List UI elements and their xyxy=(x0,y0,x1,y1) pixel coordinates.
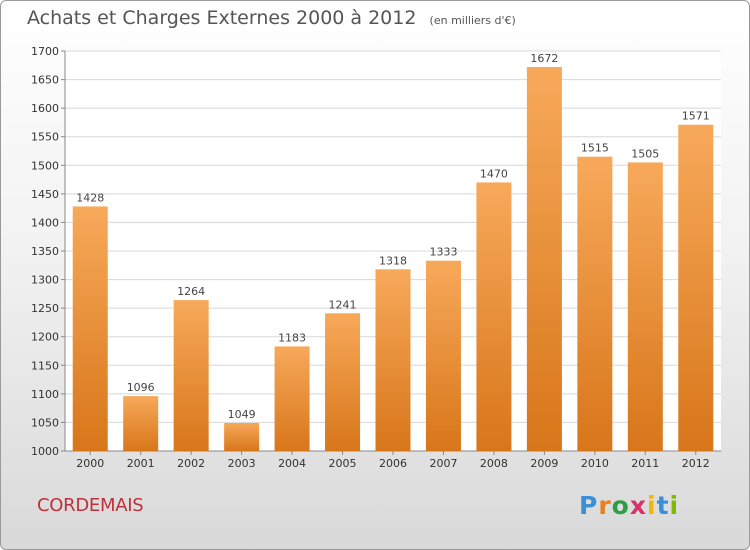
x-tick-label: 2005 xyxy=(329,457,357,470)
value-label: 1241 xyxy=(329,298,357,311)
bar-2010 xyxy=(577,156,613,451)
brand-letter: t xyxy=(656,491,670,520)
proxiti-logo: Proxiti xyxy=(579,491,679,520)
value-label: 1515 xyxy=(581,142,609,155)
chart-title: Achats et Charges Externes 2000 à 2012 xyxy=(27,7,417,29)
bar-2008 xyxy=(476,182,512,451)
value-label: 1318 xyxy=(379,254,407,267)
chart-subtitle: (en milliers d'€) xyxy=(429,14,516,27)
bar-2012 xyxy=(678,124,714,451)
bar-2009 xyxy=(526,67,562,451)
x-tick-label: 2004 xyxy=(278,457,306,470)
bar-2006 xyxy=(375,269,411,451)
y-tick-label: 1300 xyxy=(31,274,59,287)
y-tick-label: 1000 xyxy=(31,445,59,458)
y-tick-label: 1200 xyxy=(31,331,59,344)
y-tick-label: 1400 xyxy=(31,216,59,229)
bar-2007 xyxy=(425,260,461,451)
bar-2011 xyxy=(627,162,663,451)
x-tick-label: 2007 xyxy=(429,457,457,470)
y-tick-label: 1450 xyxy=(31,188,59,201)
brand-letter: x xyxy=(629,491,647,520)
value-label: 1264 xyxy=(177,285,205,298)
value-label: 1428 xyxy=(76,191,104,204)
y-tick-label: 1350 xyxy=(31,245,59,258)
value-label: 1333 xyxy=(429,246,457,259)
y-tick-label: 1650 xyxy=(31,74,59,87)
brand-letter: i xyxy=(669,491,680,520)
y-tick-label: 1600 xyxy=(31,102,59,115)
x-tick-label: 2002 xyxy=(177,457,205,470)
value-label: 1571 xyxy=(682,110,710,123)
bar-2002 xyxy=(173,300,209,451)
title-row: Achats et Charges Externes 2000 à 2012 (… xyxy=(27,7,516,29)
x-tick-label: 2000 xyxy=(76,457,104,470)
y-tick-label: 1500 xyxy=(31,159,59,172)
x-tick-label: 2011 xyxy=(631,457,659,470)
value-label: 1183 xyxy=(278,331,306,344)
bar-2001 xyxy=(123,396,159,451)
brand-letter: P xyxy=(579,491,599,520)
value-label: 1096 xyxy=(127,381,155,394)
value-label: 1505 xyxy=(631,147,659,160)
y-tick-label: 1100 xyxy=(31,388,59,401)
brand-letter: o xyxy=(611,491,630,520)
y-tick-label: 1050 xyxy=(31,416,59,429)
bar-2005 xyxy=(325,313,361,451)
brand-letter: r xyxy=(598,491,612,520)
x-tick-label: 2009 xyxy=(530,457,558,470)
brand-letter: i xyxy=(647,491,657,520)
x-tick-label: 2012 xyxy=(682,457,710,470)
value-label: 1672 xyxy=(530,52,558,65)
x-tick-label: 2006 xyxy=(379,457,407,470)
value-label: 1470 xyxy=(480,167,508,180)
bar-2004 xyxy=(274,346,310,451)
y-tick-label: 1700 xyxy=(31,45,59,58)
y-tick-label: 1250 xyxy=(31,302,59,315)
y-tick-label: 1150 xyxy=(31,359,59,372)
bar-2000 xyxy=(72,206,108,451)
commune-name: CORDEMAIS xyxy=(37,495,144,516)
bar-2003 xyxy=(224,423,260,451)
y-tick-label: 1550 xyxy=(31,131,59,144)
x-tick-label: 2010 xyxy=(581,457,609,470)
x-tick-label: 2003 xyxy=(228,457,256,470)
x-tick-label: 2008 xyxy=(480,457,508,470)
value-label: 1049 xyxy=(228,408,256,421)
x-tick-label: 2001 xyxy=(127,457,155,470)
